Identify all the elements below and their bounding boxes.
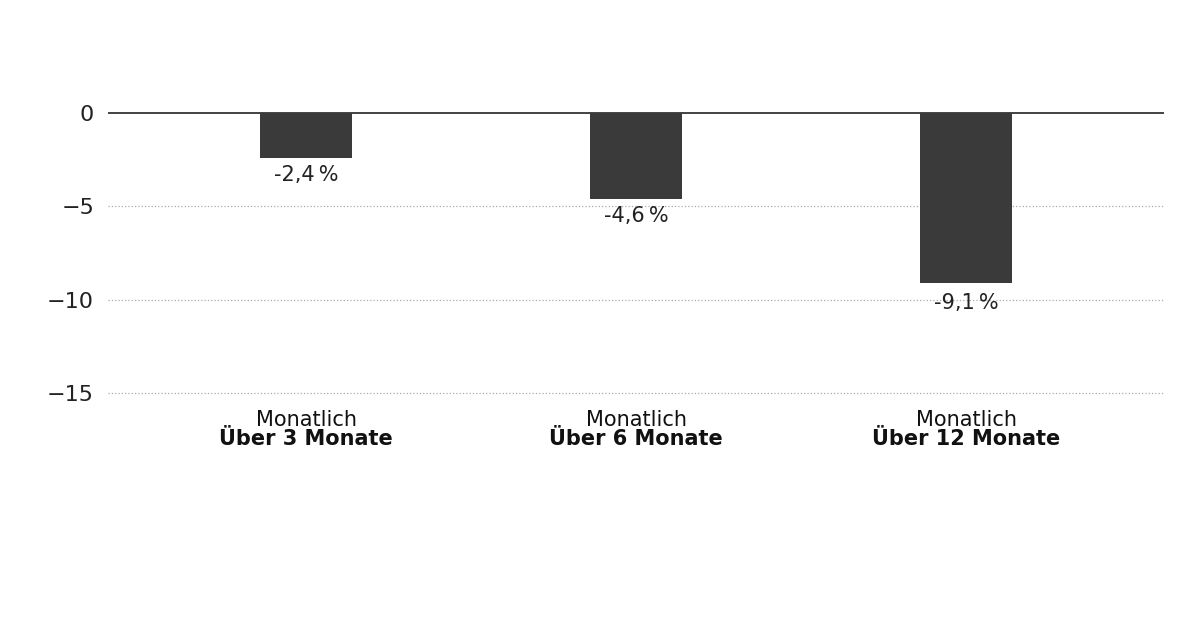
Bar [260,112,353,158]
Text: -2,4 %: -2,4 % [274,165,338,185]
Text: -4,6 %: -4,6 % [604,206,668,226]
Text: Über 12 Monate: Über 12 Monate [872,430,1060,449]
Text: Über 3 Monate: Über 3 Monate [220,430,392,449]
Text: -9,1 %: -9,1 % [934,293,998,313]
Text: Monatlich: Monatlich [916,409,1016,430]
Text: Monatlich: Monatlich [586,409,686,430]
Bar [919,112,1013,283]
Text: Über 6 Monate: Über 6 Monate [550,430,722,449]
Bar [590,112,683,198]
Text: Monatlich: Monatlich [256,409,356,430]
